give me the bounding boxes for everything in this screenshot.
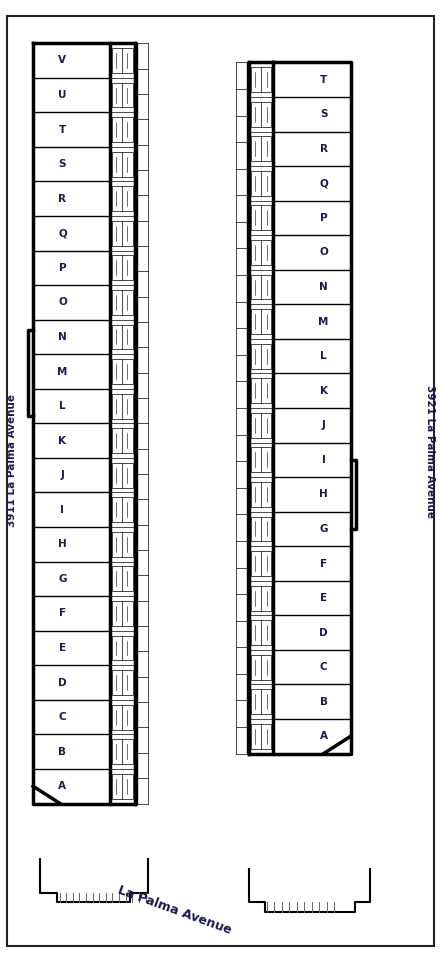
Bar — [251, 447, 272, 472]
Text: O: O — [58, 298, 67, 307]
Bar — [112, 774, 133, 799]
Text: D: D — [319, 628, 328, 637]
Text: F: F — [59, 609, 66, 618]
Bar — [112, 428, 133, 453]
Bar — [112, 290, 133, 315]
Text: M: M — [318, 317, 329, 326]
Text: T: T — [59, 125, 66, 134]
Bar — [112, 152, 133, 177]
Text: B: B — [58, 747, 67, 756]
Text: La Palma Avenue: La Palma Avenue — [116, 883, 233, 937]
Bar — [112, 117, 133, 142]
Text: E: E — [320, 593, 327, 603]
Text: R: R — [58, 194, 67, 204]
Text: V: V — [58, 56, 67, 65]
Text: B: B — [320, 697, 328, 707]
Bar — [112, 497, 133, 522]
Text: A: A — [58, 781, 67, 791]
Text: L: L — [59, 401, 66, 411]
Text: T: T — [320, 75, 327, 84]
Text: G: G — [319, 524, 328, 534]
Bar — [251, 102, 272, 127]
Bar — [112, 359, 133, 384]
Bar — [112, 48, 133, 73]
Bar — [112, 255, 133, 280]
Bar — [251, 205, 272, 230]
Bar — [112, 83, 133, 108]
Text: G: G — [58, 574, 67, 584]
Bar — [251, 655, 272, 680]
Text: P: P — [320, 213, 327, 223]
Bar — [251, 275, 272, 300]
Text: C: C — [59, 712, 66, 722]
Bar — [251, 240, 272, 265]
Bar — [112, 221, 133, 246]
Bar — [251, 724, 272, 749]
Text: 3911 La Palma Avenue: 3911 La Palma Avenue — [7, 395, 17, 527]
Bar — [112, 670, 133, 695]
Bar — [112, 566, 133, 591]
Text: Q: Q — [319, 179, 328, 188]
Bar — [251, 136, 272, 161]
Bar — [251, 67, 272, 92]
Bar — [112, 394, 133, 419]
Text: S: S — [59, 159, 66, 169]
Bar — [112, 705, 133, 730]
Text: I: I — [60, 505, 64, 515]
Bar — [251, 171, 272, 196]
Text: I: I — [321, 455, 325, 465]
Text: U: U — [58, 90, 67, 100]
Text: D: D — [58, 678, 67, 687]
Bar — [251, 413, 272, 438]
Text: L: L — [320, 351, 327, 361]
Bar — [251, 309, 272, 334]
Text: H: H — [58, 540, 67, 549]
Bar — [251, 620, 272, 645]
Text: K: K — [58, 436, 67, 445]
Text: S: S — [320, 109, 327, 119]
Bar — [112, 739, 133, 764]
Text: R: R — [320, 144, 328, 154]
Bar — [251, 344, 272, 369]
Bar — [112, 601, 133, 626]
Text: E: E — [59, 643, 66, 653]
Bar — [251, 516, 272, 541]
Bar — [251, 586, 272, 611]
Bar — [251, 689, 272, 714]
Text: C: C — [320, 662, 327, 672]
Bar — [112, 324, 133, 349]
Bar — [112, 636, 133, 660]
Text: M: M — [57, 367, 67, 376]
Text: J: J — [60, 470, 64, 480]
Text: K: K — [320, 386, 328, 396]
Bar — [112, 463, 133, 488]
Bar — [251, 551, 272, 576]
Text: Q: Q — [58, 228, 67, 238]
Bar — [112, 532, 133, 557]
Text: J: J — [321, 420, 325, 430]
Bar — [251, 378, 272, 403]
Text: N: N — [58, 332, 67, 342]
Text: F: F — [320, 559, 327, 568]
Text: N: N — [319, 282, 328, 292]
Text: H: H — [319, 490, 328, 499]
Text: P: P — [59, 263, 66, 273]
Bar — [112, 186, 133, 211]
Text: A: A — [320, 732, 328, 741]
Bar — [251, 482, 272, 507]
Text: O: O — [319, 248, 328, 257]
Text: 3921 La Palma Avenue: 3921 La Palma Avenue — [425, 385, 435, 517]
